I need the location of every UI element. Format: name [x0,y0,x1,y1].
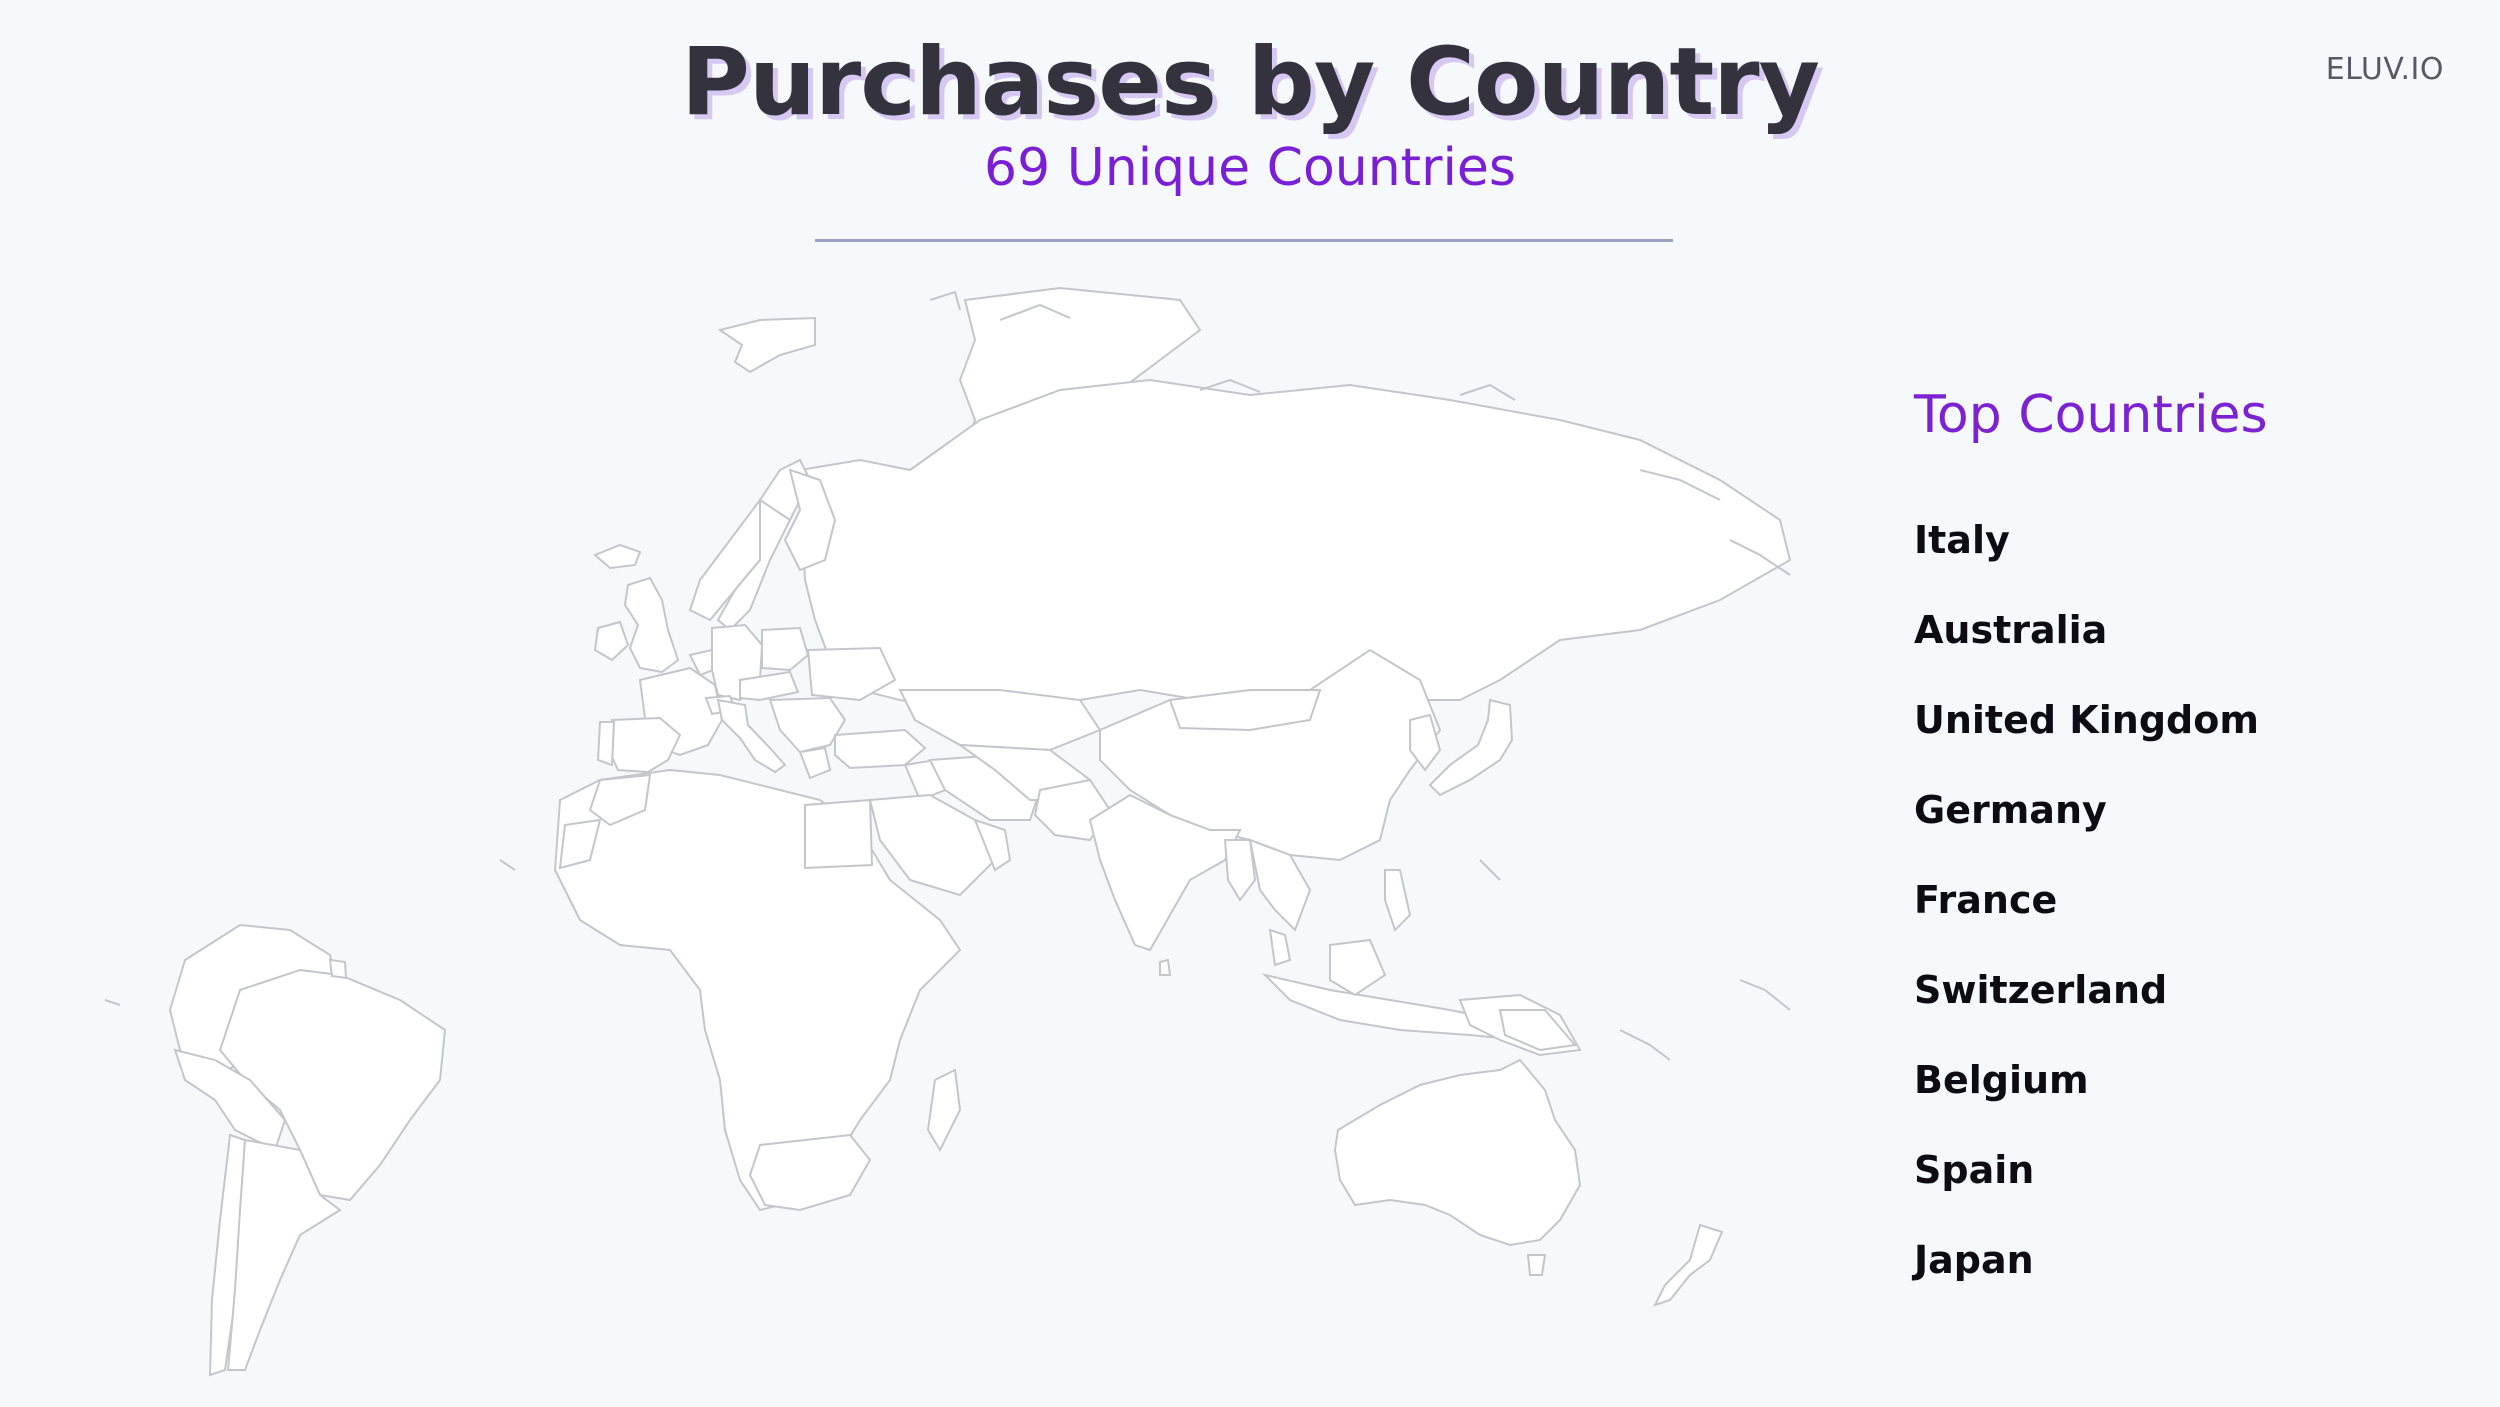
page-subtitle: 69 Unique Countries [984,138,1516,198]
region-spain [606,716,682,774]
top-countries-list: Italy Australia United Kingdom Germany F… [1914,495,2474,1305]
region-svalbard [717,316,816,374]
region-malaysia [1268,928,1292,967]
region-italy [716,698,787,774]
country-item: Germany [1914,788,2107,832]
top-countries-panel: Top Countries Italy Australia United Kin… [1914,385,2474,1305]
region-new-zealand [1653,1223,1724,1307]
region-ukraine [806,646,897,702]
region-argentina [226,1138,342,1371]
region-kazakhstan [898,689,1102,752]
region-poland [761,626,810,672]
region-africa [553,768,962,1212]
region-french-guiana [328,958,348,980]
region-papua-new-guinea [1498,1009,1577,1052]
country-item: Switzerland [1914,968,2168,1012]
region-philippines [1384,869,1412,932]
region-mongolia [1168,689,1322,732]
region-korea [1409,713,1442,772]
title-divider [815,239,1673,242]
region-tasmania [1526,1254,1547,1276]
region-madagascar [926,1068,962,1153]
region-thailand-indochina [1248,838,1312,932]
top-countries-title: Top Countries [1914,385,2268,445]
region-ireland [593,620,630,662]
region-australia [1333,1058,1582,1247]
region-western-sahara [558,818,602,870]
country-item: Italy [1914,518,2010,562]
region-saudi-arabia [868,793,997,897]
world-map [104,286,1792,1377]
region-japan [1428,698,1514,797]
region-greece [798,746,832,780]
region-sri-lanka [1159,958,1172,976]
brand-logo: ELUV.IO [2325,52,2444,87]
region-united-kingdom [623,576,680,674]
country-item: United Kingdom [1914,698,2259,742]
region-russia [798,378,1792,712]
region-south-africa [748,1133,872,1212]
region-balkans [768,696,847,754]
country-item: Spain [1914,1148,2035,1192]
region-myanmar [1223,839,1257,902]
region-uae-oman [973,818,1012,872]
page-title: Purchases by Country [681,28,1820,137]
region-morocco [588,773,652,827]
region-austria-czechia [739,670,800,702]
country-item: Japan [1914,1238,2034,1282]
country-item: France [1914,878,2058,922]
region-finland [783,468,837,572]
region-iceland [593,543,642,570]
region-india [1088,793,1242,952]
region-egypt [804,798,874,870]
region-portugal [596,721,616,767]
country-item: Australia [1914,608,2108,652]
region-turkey [834,728,927,770]
region-borneo [1329,938,1387,997]
country-item: Belgium [1914,1058,2089,1102]
